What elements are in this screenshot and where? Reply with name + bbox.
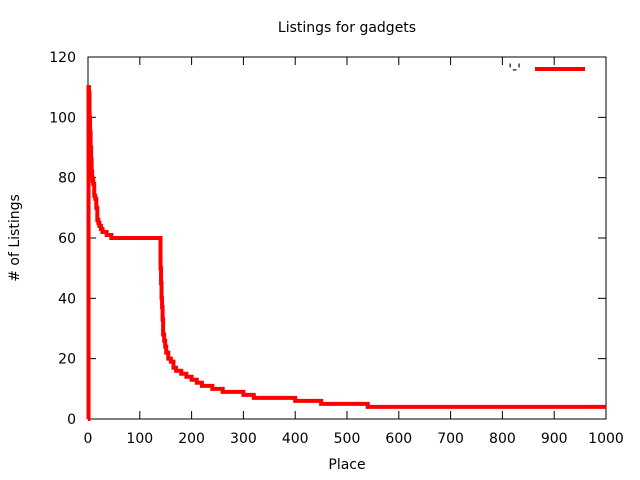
x-tick-label: 100 (126, 431, 153, 447)
y-tick-label: 20 (58, 352, 76, 368)
series-line (86, 85, 606, 421)
x-tick-label: 300 (230, 431, 257, 447)
x-tick-label: 0 (84, 431, 93, 447)
plot-frame (87, 56, 607, 420)
series-layer (86, 85, 606, 421)
legend: '-' (508, 62, 585, 78)
x-tick-label: 700 (437, 431, 464, 447)
x-tick-label: 600 (385, 431, 412, 447)
y-tick-label: 40 (58, 291, 76, 307)
x-tick-label: 800 (489, 431, 516, 447)
y-tick-label: 120 (49, 50, 76, 66)
y-axis-title: # of Listings (7, 194, 23, 282)
y-tick-label: 80 (58, 171, 76, 187)
y-tick-label: 100 (49, 110, 76, 126)
x-axis-title: Place (328, 457, 365, 473)
chart-title: Listings for gadgets (278, 20, 416, 36)
x-tick-label: 1000 (588, 431, 624, 447)
x-tick-label: 900 (541, 431, 568, 447)
x-axis: 0 100 200 300 400 500 600 700 800 900 1000 (84, 57, 624, 447)
x-tick-label: 200 (178, 431, 205, 447)
x-tick-label: 400 (282, 431, 309, 447)
y-tick-label: 0 (67, 412, 76, 428)
y-tick-label: 60 (58, 231, 76, 247)
y-axis: 0 20 40 60 80 100 120 (49, 50, 606, 428)
x-tick-label: 500 (334, 431, 361, 447)
legend-label: '-' (508, 62, 521, 78)
